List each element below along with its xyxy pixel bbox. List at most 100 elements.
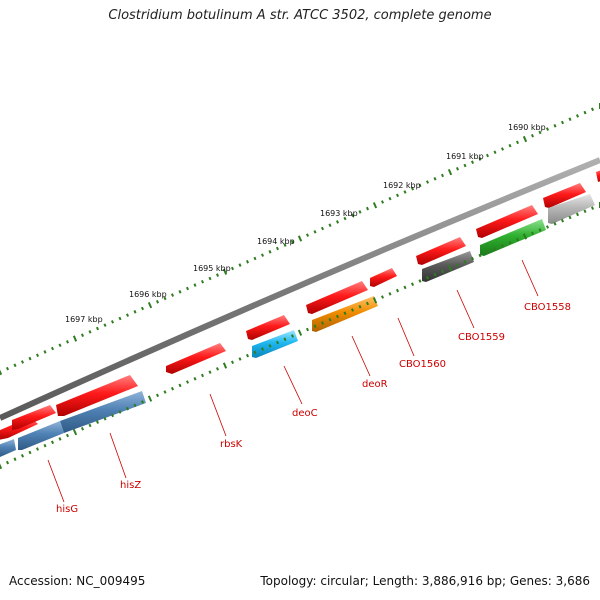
minor-tick — [28, 356, 32, 361]
minor-tick — [88, 423, 92, 428]
minor-tick — [583, 110, 587, 115]
major-tick — [297, 329, 303, 336]
minor-tick — [275, 246, 280, 251]
minor-tick — [140, 400, 145, 404]
gene-feature-deoC[interactable] — [252, 330, 298, 358]
minor-tick — [50, 346, 55, 351]
minor-tick — [470, 256, 475, 261]
minor-tick — [58, 437, 62, 441]
minor-tick — [305, 233, 310, 237]
minor-tick — [568, 215, 572, 220]
leader-line — [456, 289, 475, 329]
minor-tick — [455, 167, 460, 171]
minor-tick — [320, 226, 325, 231]
minor-tick — [410, 282, 415, 286]
tick-label: 1696 kbp — [129, 290, 167, 299]
minor-tick — [185, 286, 190, 291]
minor-tick — [433, 176, 437, 181]
minor-tick — [140, 306, 145, 311]
major-tick — [72, 335, 78, 342]
minor-tick — [200, 373, 205, 378]
gene-label-CBO1560[interactable]: CBO1560 — [399, 359, 446, 370]
major-tick — [0, 463, 3, 470]
minor-tick — [268, 250, 272, 254]
gene-feature-red[interactable] — [56, 375, 138, 416]
gene-feature-red[interactable] — [543, 183, 586, 208]
minor-tick — [403, 190, 407, 194]
minor-tick — [350, 213, 355, 218]
minor-tick — [380, 295, 385, 299]
minor-tick — [253, 350, 257, 355]
minor-tick — [463, 163, 467, 168]
gene-feature-blue-left[interactable] — [0, 439, 16, 457]
gene-feature-red[interactable] — [166, 343, 226, 374]
gene-label-CBO1558[interactable]: CBO1558 — [524, 302, 571, 313]
minor-tick — [515, 237, 520, 242]
gene-label-deoC[interactable]: deoC — [292, 408, 318, 419]
minor-tick — [455, 263, 460, 267]
gene-feature-red[interactable] — [476, 205, 538, 238]
gene-feature-red[interactable] — [370, 268, 397, 287]
minor-tick — [365, 301, 370, 306]
gene-label-hisZ[interactable]: hisZ — [120, 480, 141, 491]
gene-feature-red[interactable] — [246, 315, 290, 340]
minor-tick — [253, 256, 257, 261]
gene-label-CBO1559[interactable]: CBO1559 — [458, 332, 505, 343]
minor-tick — [260, 347, 265, 351]
gene-label-hisG[interactable]: hisG — [56, 504, 78, 515]
major-tick — [72, 429, 78, 436]
minor-tick — [500, 244, 505, 248]
major-tick — [222, 362, 228, 369]
minor-tick — [500, 147, 505, 151]
gene-feature-red[interactable] — [12, 405, 56, 430]
tick-label: 1697 kbp — [65, 315, 103, 324]
gene-labels: hisG hisZ rbsK deoC deoR CBO1560 CBO1559… — [47, 259, 571, 515]
minor-tick — [35, 353, 40, 358]
gene-feature-CBO1558[interactable] — [480, 219, 546, 256]
major-tick — [222, 268, 228, 275]
gene-feature-red[interactable] — [596, 169, 600, 182]
minor-tick — [313, 230, 317, 234]
minor-tick — [80, 333, 85, 337]
gene-feature-hisZ[interactable] — [60, 391, 146, 433]
minor-tick — [133, 403, 137, 408]
minor-tick — [538, 130, 542, 135]
minor-tick — [80, 427, 85, 431]
gene-feature-hisG[interactable] — [18, 421, 64, 450]
minor-tick — [403, 285, 407, 290]
major-tick — [297, 235, 303, 242]
tick-label: 1694 kbp — [257, 237, 295, 246]
minor-tick — [200, 279, 205, 284]
minor-tick — [260, 253, 265, 257]
minor-tick — [388, 196, 392, 201]
minor-tick — [343, 311, 347, 316]
minor-tick — [163, 390, 167, 394]
minor-tick — [208, 370, 212, 374]
minor-tick — [530, 133, 535, 138]
minor-tick — [283, 337, 287, 342]
minor-tick — [418, 183, 422, 188]
tick-label: 1695 kbp — [193, 264, 231, 273]
minor-tick — [290, 334, 295, 338]
minor-tick — [50, 440, 55, 445]
major-tick — [447, 265, 453, 272]
gene-feature-red[interactable] — [416, 237, 466, 265]
minor-tick — [208, 276, 212, 281]
minor-tick — [545, 127, 550, 131]
minor-tick — [560, 120, 565, 125]
minor-tick — [13, 363, 17, 368]
gene-feature-gray[interactable] — [548, 194, 595, 224]
minor-tick — [170, 386, 175, 391]
minor-tick — [320, 321, 325, 325]
tick-label-group: 1690 kbp 1691 kbp 1692 kbp 1693 kbp 1694 kbp… — [65, 123, 546, 324]
gene-label-rbsK[interactable]: rbsK — [220, 439, 243, 450]
minor-tick — [530, 231, 535, 236]
minor-tick — [43, 350, 47, 354]
gene-label-deoR[interactable]: deoR — [362, 379, 388, 390]
minor-tick — [88, 330, 92, 334]
minor-tick — [508, 143, 512, 148]
gene-feature-red[interactable] — [306, 281, 368, 314]
minor-tick — [538, 228, 542, 232]
tick-label: 1693 kbp — [320, 209, 358, 218]
